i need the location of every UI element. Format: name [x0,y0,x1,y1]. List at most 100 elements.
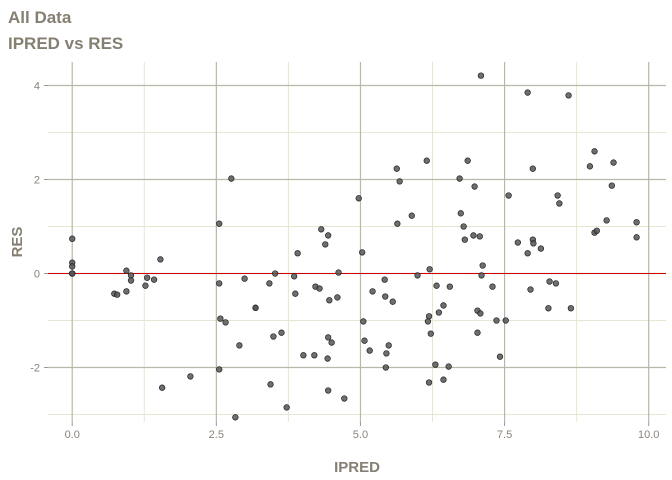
data-point [355,195,362,202]
data-point [383,350,390,357]
data-point [291,273,298,280]
y-axis-label: RES [9,227,26,258]
y-axis-ticks: -2 0 2 4 [30,80,48,374]
data-point [270,333,277,340]
data-point [142,282,149,289]
data-point [427,330,434,337]
data-point [322,241,329,248]
data-point [228,175,235,182]
data-point [325,387,332,394]
data-point [252,304,259,311]
data-point [527,286,534,293]
data-point [187,373,194,380]
data-point [514,239,521,246]
data-point [114,291,121,298]
data-point [524,250,531,257]
data-point [633,219,640,226]
data-point [127,277,135,284]
y-tick-label: 0 [34,268,40,280]
data-point [554,192,561,199]
data-point [435,309,443,316]
data-point [426,266,433,273]
data-point [217,315,224,322]
data-point [157,256,164,263]
data-point [360,318,367,325]
y-tick-label: 2 [34,174,40,186]
data-point [389,298,396,305]
data-point [593,227,600,234]
data-point [232,414,239,421]
data-point [382,364,389,371]
data-point [461,236,468,243]
data-point [408,212,415,219]
chart-subtitle: IPRED vs RES [8,34,123,53]
data-point [292,290,299,297]
x-axis-ticks: 0.0 2.5 5.0 7.5 10.0 [65,422,659,441]
data-point [529,165,536,172]
data-point [381,276,388,283]
data-point [369,288,376,295]
data-point [502,317,509,324]
data-point [603,217,610,224]
data-point [325,232,332,239]
data-point [325,334,332,341]
data-point [334,294,341,301]
data-point [432,361,439,368]
data-points [69,72,640,421]
data-point [278,329,285,336]
data-point [236,342,243,349]
data-point [446,283,453,290]
data-point [335,269,342,276]
data-point [471,183,478,190]
data-point [423,157,430,164]
data-point [144,274,151,281]
data-point [545,305,552,312]
y-tick-label: 4 [34,80,40,92]
data-point [69,235,76,242]
data-point [283,404,290,411]
data-point [524,89,531,96]
data-point [496,353,504,360]
data-point [326,297,333,304]
data-point [385,342,392,349]
data-point [366,347,373,354]
data-point [456,175,463,182]
data-point [433,282,440,289]
data-point [394,220,401,227]
data-point [476,233,483,240]
data-point [440,302,447,309]
data-point [425,379,433,386]
data-point [424,318,432,325]
data-point [567,305,575,312]
y-tick-label: -2 [30,362,40,374]
data-point [324,355,331,362]
data-point [440,376,447,383]
x-tick-label: 2.5 [209,429,224,441]
data-point [530,240,537,247]
data-point [341,395,348,402]
data-point [318,226,325,233]
data-point [359,249,366,256]
data-point [479,262,486,269]
data-point [241,275,248,282]
x-tick-label: 0.0 [65,429,80,441]
data-point [586,163,594,170]
data-point [552,280,560,287]
data-point [556,200,563,207]
data-point [493,317,500,324]
data-point [474,329,481,336]
data-point [361,337,368,344]
data-point [477,72,485,79]
data-point [267,381,274,388]
data-point [489,283,496,290]
grid [48,62,666,422]
data-point [216,366,223,373]
data-point [127,272,135,279]
x-axis-label: IPRED [334,459,380,476]
data-point [123,267,130,274]
data-point [216,220,223,227]
data-point [300,352,307,359]
data-point [382,293,389,300]
data-point [328,339,335,346]
